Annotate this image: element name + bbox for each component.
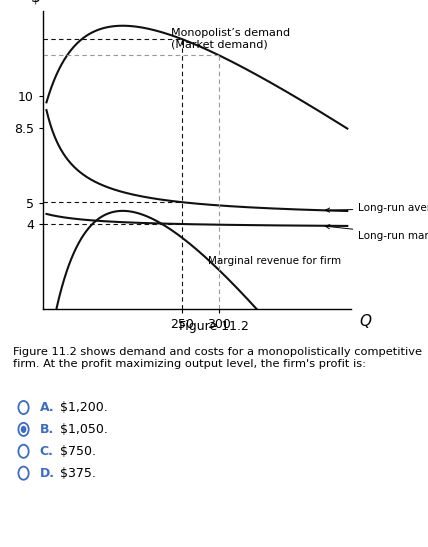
Text: Q: Q [360, 315, 372, 329]
Text: Marginal revenue for firm: Marginal revenue for firm [208, 256, 341, 266]
Text: Long-run average cos: Long-run average cos [325, 203, 428, 213]
Text: $1,200.: $1,200. [60, 401, 108, 414]
Text: C.: C. [40, 445, 54, 458]
Text: Figure 11.2: Figure 11.2 [179, 320, 249, 333]
Text: $: $ [30, 0, 40, 4]
Text: B.: B. [40, 423, 54, 436]
Text: D.: D. [40, 467, 55, 480]
Text: Long-run marginal cost: Long-run marginal cost [325, 225, 428, 241]
Text: $1,050.: $1,050. [60, 423, 108, 436]
Text: $375.: $375. [60, 467, 96, 480]
Text: Monopolist’s demand
(Market demand): Monopolist’s demand (Market demand) [171, 28, 290, 50]
Text: Figure 11.2 shows demand and costs for a monopolistically competitive
firm. At t: Figure 11.2 shows demand and costs for a… [13, 347, 422, 369]
Text: A.: A. [40, 401, 54, 414]
Text: $750.: $750. [60, 445, 96, 458]
